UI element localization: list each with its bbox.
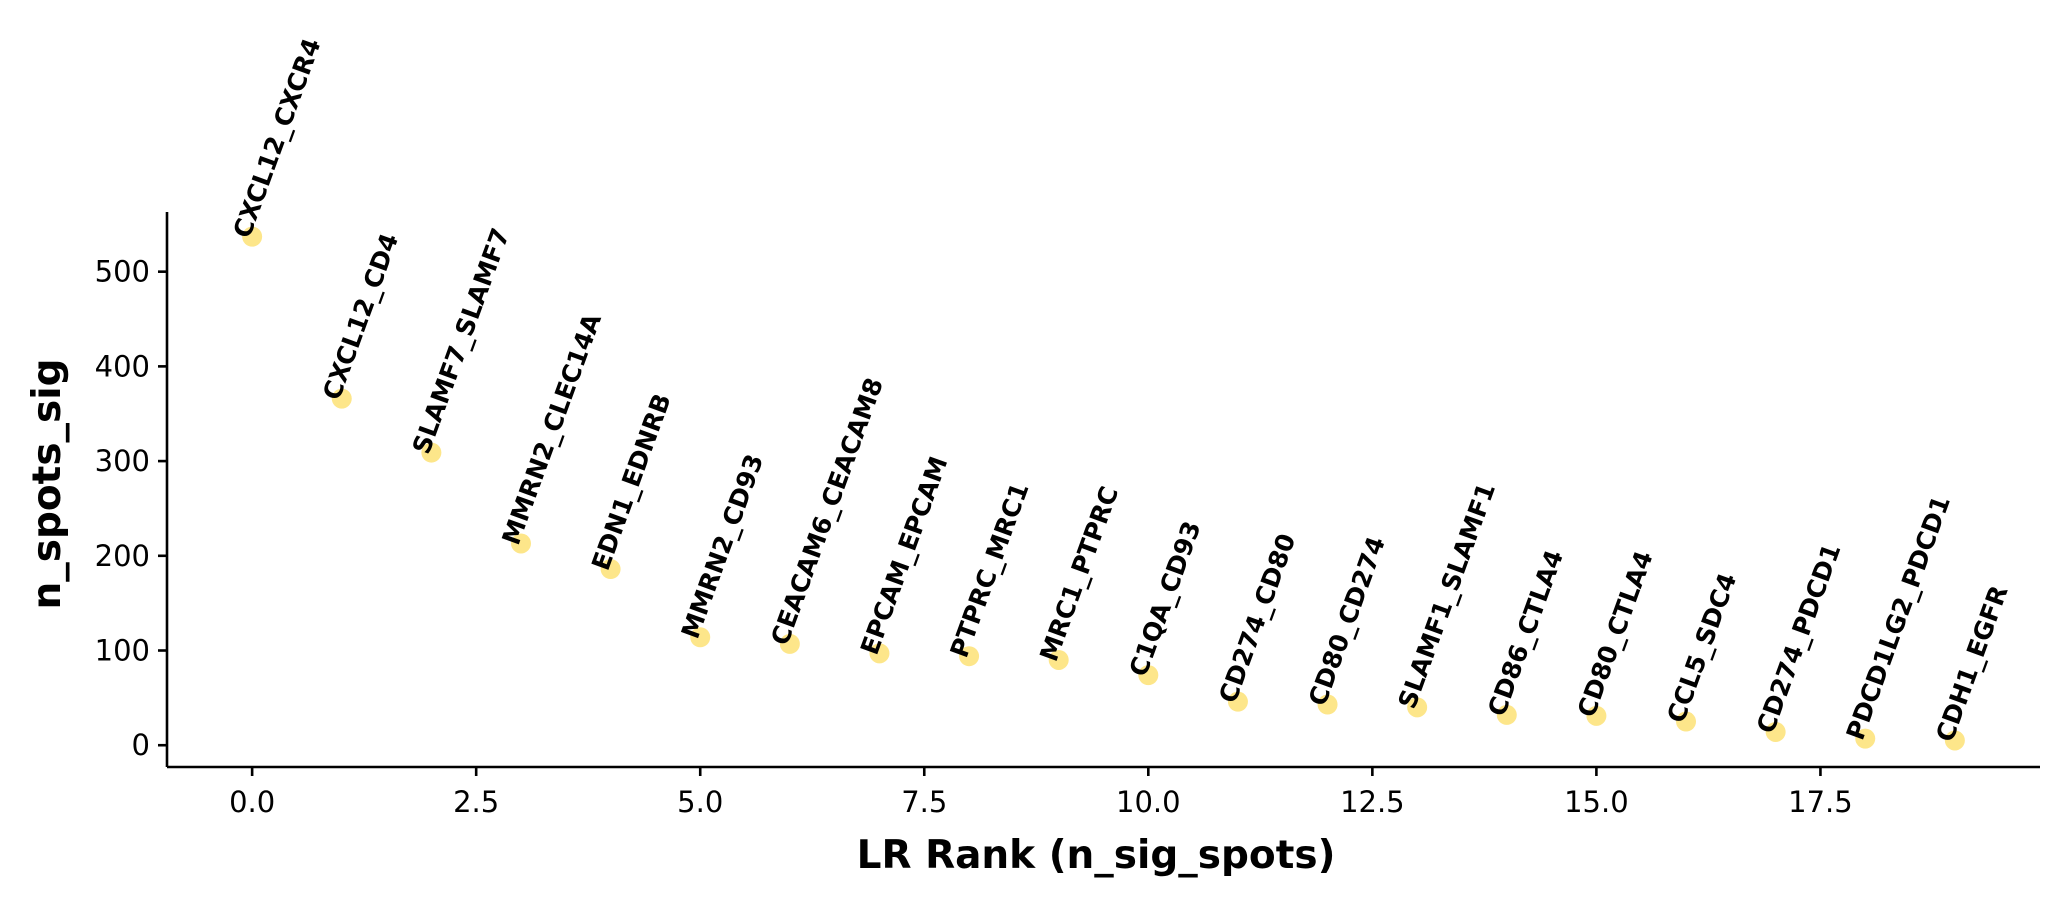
point-label: CCL5_SDC4 [1661, 569, 1742, 726]
data-point [869, 643, 890, 664]
data-point [1765, 721, 1786, 742]
data-point [779, 633, 800, 654]
data-point [959, 646, 980, 667]
point-label: CXCL12_CXCR4 [228, 34, 327, 241]
data-point [1944, 730, 1965, 751]
data-point [242, 226, 263, 247]
x-tick-label: 12.5 [1340, 785, 1405, 819]
x-tick-label: 2.5 [453, 785, 499, 819]
y-tick-label: 300 [95, 444, 150, 478]
data-point [1676, 711, 1697, 732]
point-label: CDH1_EGFR [1930, 582, 2013, 746]
y-axis-title: n_spots_sig [25, 358, 70, 609]
point-label: EPCAM_EPCAM [855, 453, 954, 659]
point-label: MRC1_PTPRC [1034, 483, 1124, 666]
x-tick-label: 10.0 [1116, 785, 1181, 819]
data-point [1586, 705, 1607, 726]
point-label: SLAMF7_SLAMF7 [407, 224, 516, 457]
axes: 0.0 2.5 5.0 7.5 10.0 12.5 15.0 17.5 0 100 200 300 40… [95, 212, 2040, 819]
data-point [1227, 691, 1248, 712]
point-label: CXCL12_CD4 [317, 229, 404, 403]
data-point [1317, 694, 1338, 715]
data-point [1496, 704, 1517, 725]
x-tick-label: 17.5 [1788, 785, 1853, 819]
point-label: CD86_CTLA4 [1482, 546, 1569, 720]
y-tick-label: 100 [95, 634, 150, 668]
data-point [331, 388, 352, 409]
y-tick-label: 400 [95, 349, 150, 383]
point-label: PDCD1LG2_PDCD1 [1841, 492, 1956, 744]
data-point [1048, 649, 1069, 670]
x-tick-label: 0.0 [229, 785, 275, 819]
data-point [1138, 665, 1159, 686]
point-label: CD274_CD80 [1213, 530, 1301, 707]
y-tick-label: 200 [95, 539, 150, 573]
point-label: MMRN2_CD93 [676, 450, 770, 642]
x-axis-title: LR Rank (n_sig_spots) [857, 833, 1336, 878]
y-tick-label: 500 [95, 255, 150, 289]
data-point [600, 559, 621, 580]
point-label: PTPRC_MRC1 [944, 479, 1034, 662]
data-point [421, 442, 442, 463]
point-label: EDN1_EDNRB [586, 390, 677, 574]
data-point [1407, 697, 1428, 718]
data-point [1855, 728, 1876, 749]
point-label: CD274_PDCD1 [1751, 540, 1846, 737]
data-point [510, 533, 531, 554]
point-label: CD80_CD274 [1303, 533, 1391, 710]
data-point [690, 627, 711, 648]
y-tick-label: 0 [132, 728, 150, 762]
point-label: MMRN2_CLEC14A [496, 309, 607, 549]
points-layer [242, 226, 1965, 751]
point-label: CD80_CTLA4 [1572, 547, 1659, 721]
x-tick-label: 5.0 [677, 785, 723, 819]
x-tick-label: 15.0 [1564, 785, 1629, 819]
point-label: C1QA_CD93 [1124, 517, 1207, 680]
x-tick-label: 7.5 [901, 785, 947, 819]
point-label: SLAMF1_SLAMF1 [1393, 479, 1502, 712]
